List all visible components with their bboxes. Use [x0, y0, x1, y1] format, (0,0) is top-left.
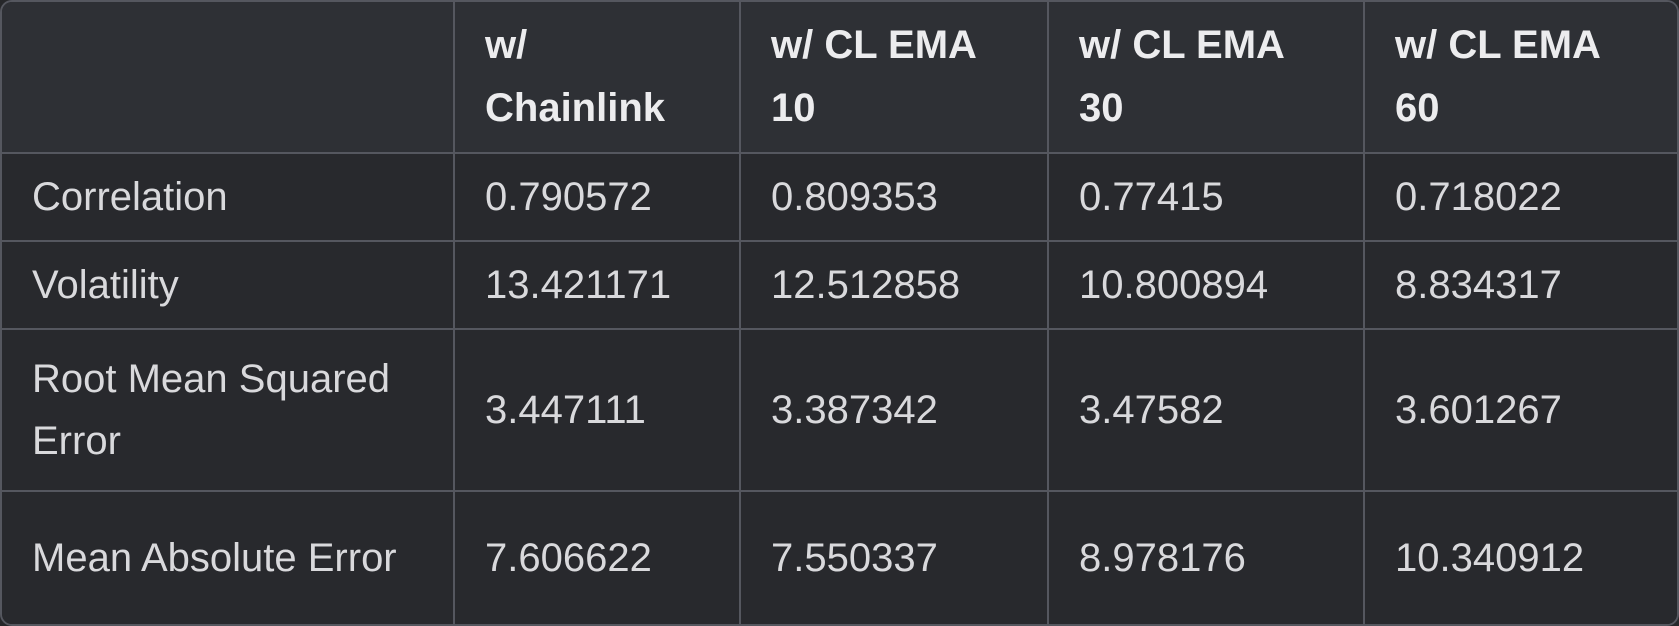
corner-header-cell	[2, 2, 455, 154]
metric-cell: 0.77415	[1049, 154, 1365, 242]
metric-cell: 10.800894	[1049, 242, 1365, 330]
table-row-rmse: Root Mean Squared Error 3.447111 3.38734…	[2, 330, 1677, 492]
column-header-cl-ema-30: w/ CL EMA 30	[1049, 2, 1365, 154]
metric-cell: 12.512858	[741, 242, 1049, 330]
metric-cell: 0.809353	[741, 154, 1049, 242]
metric-cell: 13.421171	[455, 242, 741, 330]
table-row-volatility: Volatility 13.421171 12.512858 10.800894…	[2, 242, 1677, 330]
row-label: Mean Absolute Error	[2, 492, 455, 624]
table-header-row: w/ Chainlink w/ CL EMA 10 w/ CL EMA 30 w…	[2, 2, 1677, 154]
metric-cell: 3.47582	[1049, 330, 1365, 492]
metric-cell: 3.387342	[741, 330, 1049, 492]
metric-cell: 7.606622	[455, 492, 741, 624]
metric-cell: 3.447111	[455, 330, 741, 492]
column-header-cl-ema-10: w/ CL EMA 10	[741, 2, 1049, 154]
column-header-cl-ema-60: w/ CL EMA 60	[1365, 2, 1677, 154]
row-label: Correlation	[2, 154, 455, 242]
metric-cell: 0.718022	[1365, 154, 1677, 242]
table-row-mae: Mean Absolute Error 7.606622 7.550337 8.…	[2, 492, 1677, 624]
metric-cell: 0.790572	[455, 154, 741, 242]
metric-cell: 7.550337	[741, 492, 1049, 624]
metric-cell: 8.834317	[1365, 242, 1677, 330]
row-label: Volatility	[2, 242, 455, 330]
row-label: Root Mean Squared Error	[2, 330, 455, 492]
metric-cell: 3.601267	[1365, 330, 1677, 492]
metric-cell: 10.340912	[1365, 492, 1677, 624]
metric-cell: 8.978176	[1049, 492, 1365, 624]
column-header-chainlink: w/ Chainlink	[455, 2, 741, 154]
table-row-correlation: Correlation 0.790572 0.809353 0.77415 0.…	[2, 154, 1677, 242]
